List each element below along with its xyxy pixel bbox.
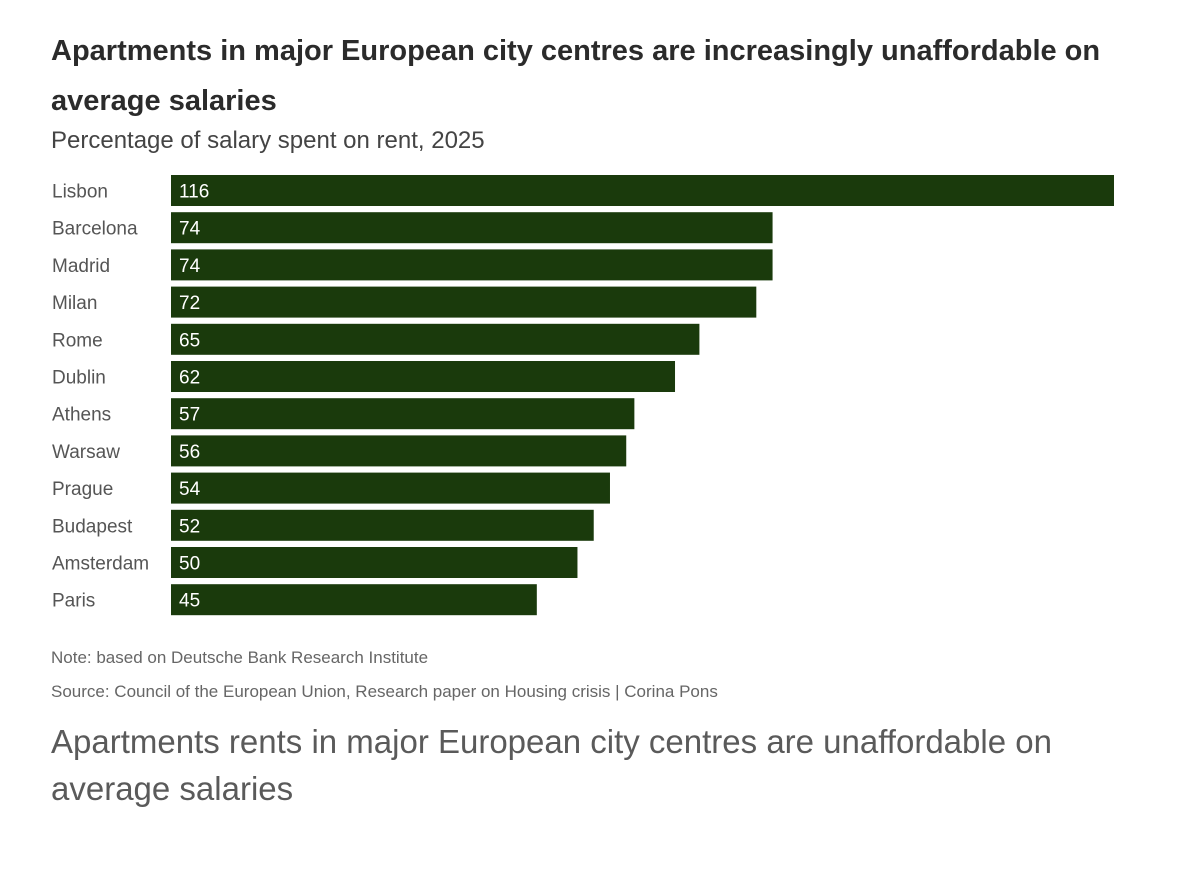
bar-lisbon — [171, 175, 1114, 206]
value-label: 45 — [179, 591, 200, 612]
bar-warsaw — [171, 435, 627, 467]
value-label: 50 — [179, 554, 200, 575]
bar-madrid — [171, 249, 773, 281]
category-label: Amsterdam — [52, 554, 149, 575]
category-label: Budapest — [52, 516, 133, 537]
chart-title: Apartments in major European city centre… — [51, 35, 1101, 117]
value-label: 65 — [179, 330, 200, 351]
value-label: 62 — [179, 368, 200, 389]
category-label: Rome — [52, 330, 103, 351]
bar-dublin — [171, 361, 676, 392]
category-label: Prague — [52, 479, 113, 500]
bar-athens — [171, 398, 635, 430]
bar-rome — [171, 323, 700, 355]
category-label: Athens — [52, 405, 111, 426]
category-label: Madrid — [52, 256, 110, 277]
category-label: Paris — [52, 591, 95, 612]
value-label: 56 — [179, 442, 200, 463]
bar-prague — [171, 472, 610, 504]
value-label: 72 — [179, 293, 200, 314]
chart-source: Source: Council of the European Union, R… — [51, 682, 718, 701]
bar-chart: Lisbon 116 Barcelona 74 Madrid 74 Milan 72 Rome 6… — [52, 175, 1114, 616]
value-label: 74 — [179, 219, 201, 240]
category-label: Warsaw — [52, 442, 120, 463]
chart-subtitle: Percentage of salary spent on rent, 2025 — [51, 127, 485, 154]
value-label: 57 — [179, 405, 200, 426]
category-label: Lisbon — [52, 182, 108, 203]
bar-paris — [171, 584, 537, 616]
category-label: Dublin — [52, 368, 106, 389]
bar-barcelona — [171, 212, 773, 244]
category-label: Barcelona — [52, 219, 138, 240]
category-label: Milan — [52, 293, 97, 314]
image-caption: Apartments rents in major European city … — [51, 723, 1052, 807]
value-label: 52 — [179, 516, 200, 537]
value-label: 74 — [179, 256, 201, 277]
value-label: 116 — [179, 182, 209, 203]
chart-note: Note: based on Deutsche Bank Research In… — [51, 648, 429, 667]
bar-amsterdam — [171, 547, 578, 578]
bar-budapest — [171, 509, 594, 541]
bar-milan — [171, 286, 757, 318]
value-label: 54 — [179, 479, 201, 500]
